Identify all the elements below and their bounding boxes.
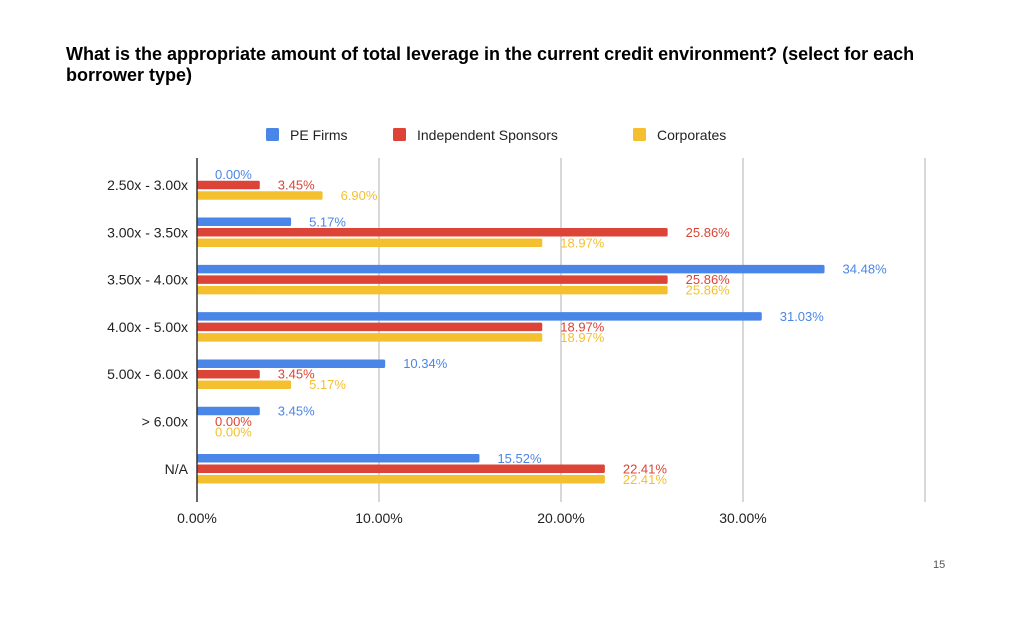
data-label: 3.45%	[278, 178, 315, 193]
data-label: 5.17%	[309, 214, 346, 229]
data-label: 22.41%	[623, 461, 668, 476]
category-label: > 6.00x	[142, 414, 188, 430]
bar	[197, 275, 668, 284]
bar	[197, 475, 605, 484]
legend-label: Independent Sponsors	[417, 127, 558, 143]
bar	[197, 359, 386, 368]
data-label: 34.48%	[843, 262, 888, 277]
page-number: 15	[933, 559, 946, 571]
data-label: 3.45%	[278, 404, 315, 419]
category-label: 3.50x - 4.00x	[107, 272, 188, 288]
legend-label: Corporates	[657, 127, 726, 143]
data-label: 0.00%	[215, 167, 252, 182]
legend-swatch	[266, 128, 279, 141]
bar	[197, 312, 762, 321]
bar	[197, 228, 668, 237]
data-label: 10.34%	[403, 356, 448, 371]
x-tick-label: 10.00%	[355, 510, 402, 526]
category-label: 2.50x - 3.00x	[107, 177, 188, 193]
bar	[197, 264, 825, 274]
bar	[197, 285, 668, 295]
bar	[197, 238, 543, 248]
legend-label: PE Firms	[290, 127, 348, 143]
x-tick-label: 0.00%	[177, 510, 217, 526]
bar	[197, 322, 543, 332]
bar	[197, 454, 480, 463]
data-label: 0.00%	[215, 414, 252, 429]
legend-swatch	[393, 128, 406, 141]
data-label: 25.86%	[686, 272, 731, 287]
legend: PE Firms Independent Sponsors Corporates	[266, 127, 726, 143]
legend-swatch	[633, 128, 646, 141]
data-label: 0.00%	[215, 425, 252, 440]
data-label: 18.97%	[560, 319, 605, 334]
category-label: 5.00x - 6.00x	[107, 366, 188, 382]
bar	[197, 464, 605, 474]
data-label: 15.52%	[497, 451, 542, 466]
x-tick-label: 30.00%	[719, 510, 766, 526]
bar	[197, 180, 260, 190]
chart-title: What is the appropriate amount of total …	[66, 44, 915, 85]
bar	[197, 380, 292, 389]
axes: 2.50x - 3.00x 3.00x - 3.50x 3.50x - 4.00x 4…	[107, 158, 767, 526]
data-labels: 0.00% 3.45% 6.90% 5.17% 25.86% 18.97% 34.48% 25…	[215, 167, 887, 487]
bar	[197, 333, 543, 342]
data-label: 25.86%	[686, 225, 731, 240]
bars	[197, 180, 825, 484]
data-label: 18.97%	[560, 330, 605, 345]
bar	[197, 406, 260, 416]
category-label: 4.00x - 5.00x	[107, 319, 188, 335]
data-label: 3.45%	[278, 367, 315, 382]
category-label: N/A	[165, 461, 189, 477]
data-label: 18.97%	[560, 235, 605, 250]
data-label: 6.90%	[341, 188, 378, 203]
x-tick-label: 20.00%	[537, 510, 584, 526]
category-label: 3.00x - 3.50x	[107, 224, 188, 240]
data-label: 25.86%	[686, 283, 731, 298]
data-label: 5.17%	[309, 377, 346, 392]
bar	[197, 217, 292, 227]
bar	[197, 369, 260, 379]
data-label: 31.03%	[780, 309, 825, 324]
bar	[197, 191, 323, 200]
data-label: 22.41%	[623, 472, 668, 487]
